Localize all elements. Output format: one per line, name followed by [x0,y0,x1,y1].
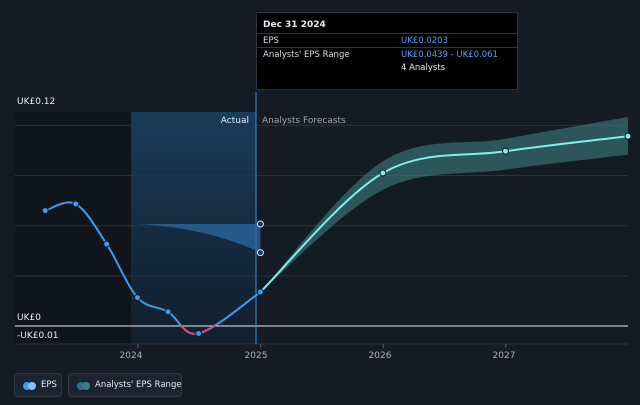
forecast-point [379,169,387,177]
region-label-forecast: Analysts Forecasts [262,116,346,126]
region-label-actual: Actual [221,116,249,126]
x-tick-label: 2025 [245,351,268,361]
past-range-area [138,224,261,253]
range-marker [256,249,264,257]
eps-point [41,207,49,215]
forecast-line [259,135,629,293]
forecast-range-area [260,117,628,293]
legend-item-range[interactable]: Analysts' EPS Range [68,373,182,397]
eps-point [134,294,142,302]
tooltip-row-eps: EPS UK£0.0203 [257,33,519,47]
tooltip-date: Dec 31 2024 [263,20,326,30]
tooltip-value: 4 Analysts [401,63,446,73]
y-tick-label: UK£0 [17,313,41,323]
legend-item-eps[interactable]: EPS [14,373,62,397]
tooltip-row-analysts: 4 Analysts [257,61,519,75]
legend-label-eps: EPS [41,380,57,390]
legend-label-range: Analysts' EPS Range [95,380,182,390]
x-tick-label: 2026 [369,351,392,361]
tooltip-value: UK£0.0203 [401,36,448,46]
eps-point [256,288,264,296]
eps-point [103,240,111,248]
tooltip-label: EPS [263,36,279,46]
tooltip-value: UK£0.0439 - UK£0.061 [401,50,498,60]
x-tick-label: 2024 [120,351,143,361]
tooltip: Dec 31 2024 EPS UK£0.0203 Analysts' EPS … [256,12,519,90]
eps-point [72,200,80,208]
eps-point [164,308,172,316]
x-tick-label: 2027 [493,351,516,361]
eps-point [195,330,203,338]
eps-legend-icon [23,382,37,390]
forecast-point [501,147,509,155]
tooltip-row-range: Analysts' EPS Range UK£0.0439 - UK£0.061 [257,47,519,61]
y-tick-label: UK£0.12 [17,97,55,107]
y-tick-label: -UK£0.01 [17,331,59,341]
range-marker [256,220,264,228]
tooltip-label: Analysts' EPS Range [263,50,350,60]
range-legend-icon [77,382,91,390]
forecast-point [624,132,632,140]
